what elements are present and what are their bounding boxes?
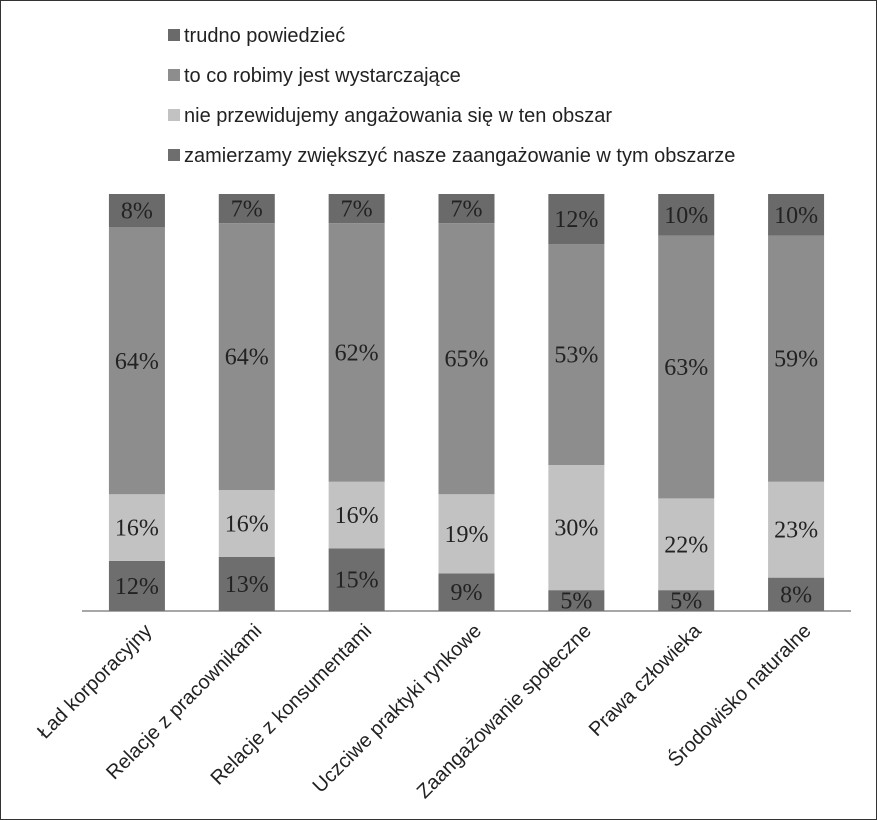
- legend-swatch: [168, 149, 180, 161]
- category-label: Zaangażowanie społeczne: [413, 620, 596, 803]
- data-label: 22%: [664, 532, 708, 558]
- legend-label: to co robimy jest wystarczające: [184, 65, 461, 87]
- bar-segment: [218, 556, 275, 611]
- bar-segment: [218, 223, 275, 491]
- bar-segment: [548, 465, 605, 591]
- legend-item: nie przewidujemy angażowania się w ten o…: [168, 100, 828, 140]
- bar-segment: [438, 223, 495, 495]
- data-label: 59%: [774, 347, 818, 373]
- data-label: 8%: [121, 199, 153, 225]
- data-label: 7%: [341, 197, 373, 223]
- legend-item: to co robimy jest wystarczające: [168, 60, 828, 100]
- data-label: 9%: [451, 580, 483, 606]
- data-label: 62%: [335, 340, 379, 366]
- bar-segment: [658, 590, 715, 611]
- bar-segment: [108, 494, 165, 561]
- data-label: 7%: [231, 197, 263, 223]
- data-label: 16%: [335, 503, 379, 529]
- data-label: 12%: [115, 574, 159, 600]
- legend-label: zamierzamy zwiększyć nasze zaangażowanie…: [184, 145, 736, 167]
- bar-segment: [548, 244, 605, 466]
- data-label: 13%: [225, 572, 269, 598]
- bar-segment: [658, 498, 715, 591]
- data-label: 8%: [780, 582, 812, 608]
- data-label: 5%: [560, 589, 592, 615]
- data-label: 30%: [554, 516, 598, 542]
- bar-segment: [658, 194, 715, 236]
- data-label: 64%: [115, 349, 159, 375]
- bar-segment: [328, 194, 385, 224]
- data-label: 10%: [774, 203, 818, 229]
- legend-label: nie przewidujemy angażowania się w ten o…: [184, 105, 613, 127]
- bar-segment: [108, 227, 165, 495]
- bar-segment: [218, 490, 275, 557]
- data-label: 63%: [664, 355, 708, 381]
- bar-segment: [328, 481, 385, 549]
- data-label: 23%: [774, 518, 818, 544]
- bar-segment: [438, 494, 495, 574]
- bar-segment: [328, 548, 385, 611]
- bar-segment: [768, 194, 825, 236]
- category-label: Ład korporacyjny: [33, 620, 156, 743]
- bar-segment: [108, 194, 165, 228]
- bar-segment: [768, 235, 825, 482]
- legend-swatch: [168, 69, 180, 81]
- bar-segment: [548, 590, 605, 611]
- legend-item: trudno powiedzieć: [168, 20, 828, 60]
- data-label: 65%: [445, 347, 489, 373]
- bar-segment: [548, 194, 605, 245]
- legend-label: trudno powiedzieć: [184, 25, 346, 47]
- legend-item: zamierzamy zwiększyć nasze zaangażowanie…: [168, 140, 828, 180]
- bar-segment: [438, 573, 495, 611]
- data-label: 64%: [225, 345, 269, 371]
- bar-segment: [768, 577, 825, 611]
- bar-segment: [438, 194, 495, 224]
- bar-segment: [328, 223, 385, 482]
- data-label: 53%: [554, 343, 598, 369]
- data-label: 16%: [115, 516, 159, 542]
- data-label: 15%: [335, 568, 379, 594]
- legend-swatch: [168, 29, 180, 41]
- bar-segment: [218, 194, 275, 224]
- data-label: 5%: [670, 589, 702, 615]
- legend: trudno powiedzieć to co robimy jest wysta…: [168, 20, 828, 180]
- bar-segment: [658, 235, 715, 499]
- data-label: 7%: [451, 197, 483, 223]
- data-label: 16%: [225, 511, 269, 537]
- bar-segment: [768, 481, 825, 578]
- bar-segment: [108, 560, 165, 611]
- data-label: 10%: [664, 203, 708, 229]
- data-label: 19%: [445, 522, 489, 548]
- data-label: 12%: [554, 207, 598, 233]
- category-label: Prawa człowieka: [585, 619, 706, 740]
- legend-swatch: [168, 109, 180, 121]
